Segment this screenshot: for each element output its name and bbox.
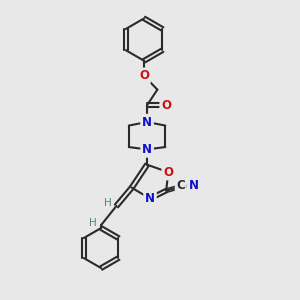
- Text: H: H: [89, 218, 97, 228]
- Text: O: O: [139, 69, 149, 82]
- Text: O: O: [163, 166, 173, 178]
- Text: N: N: [142, 116, 152, 128]
- Text: N: N: [189, 179, 199, 192]
- Text: C: C: [176, 179, 185, 192]
- Text: N: N: [145, 192, 155, 205]
- Text: H: H: [104, 198, 112, 208]
- Text: N: N: [142, 143, 152, 156]
- Text: O: O: [161, 99, 171, 112]
